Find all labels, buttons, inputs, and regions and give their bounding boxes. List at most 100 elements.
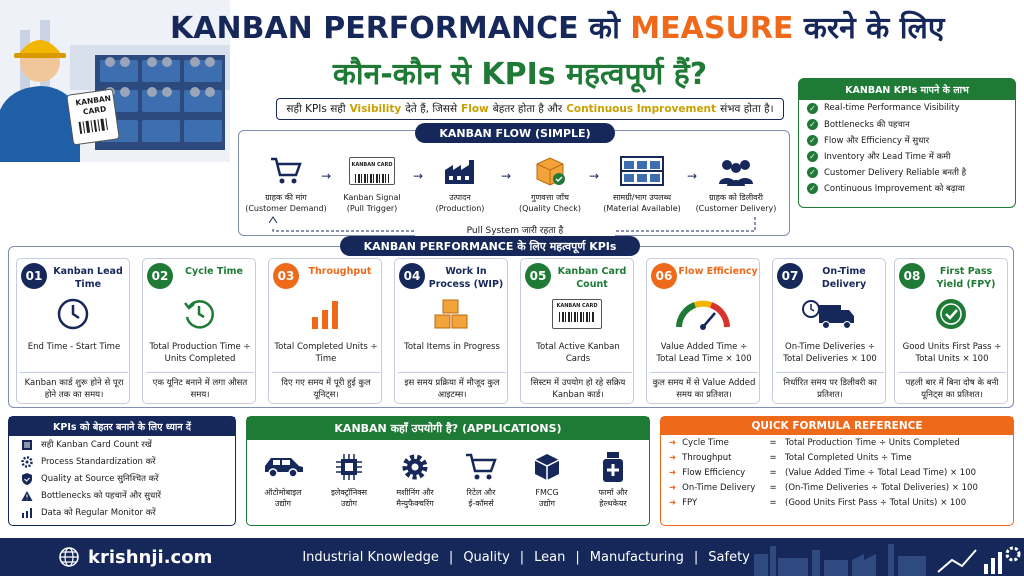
app-automobile: ऑटोमोबाइल उद्योग bbox=[251, 447, 315, 509]
app-retail: रिटेल और ई-कॉमर्स bbox=[449, 447, 513, 509]
benefits-panel: KANBAN KPIs मापने के लाभ ✓ Real-time Perf… bbox=[798, 78, 1016, 208]
formula-name: Throughput bbox=[682, 452, 732, 463]
kpi-card-card-count: 05 Kanban Card Count KANBAN CARD Total A… bbox=[520, 258, 634, 404]
arrow-icon: ➜ bbox=[669, 482, 677, 493]
kpi-number: 07 bbox=[777, 263, 803, 289]
flow-step-sublabel: (Quality Check) bbox=[519, 204, 581, 213]
title-part-b: को bbox=[589, 11, 620, 46]
flow-step-sublabel: (Production) bbox=[435, 204, 485, 213]
footer-link-lean[interactable]: Lean bbox=[534, 549, 566, 565]
formula-eq: = bbox=[769, 497, 777, 508]
applications-panel: KANBAN कहाँ उपयोगी है? (APPLICATIONS) ऑट… bbox=[246, 416, 650, 526]
delivery-truck-icon bbox=[802, 300, 854, 329]
footer-link-industrial[interactable]: Industrial Knowledge bbox=[302, 549, 439, 565]
flow-step-sublabel: (Material Available) bbox=[603, 204, 681, 213]
footer-link-manufacturing[interactable]: Manufacturing bbox=[589, 549, 684, 565]
app-sublabel: हेल्थकेयर bbox=[599, 499, 627, 508]
page-title-line2: कौन-कौन से KPIs महत्वपूर्ण हैं? bbox=[332, 57, 708, 92]
footer-link-quality[interactable]: Quality bbox=[463, 549, 510, 565]
kpi-formula: Total Active Kanban Cards bbox=[536, 342, 620, 364]
rack-icon bbox=[620, 156, 664, 186]
subtitle-p2: देते हैं, जिससे bbox=[405, 103, 458, 115]
subtitle-ci: Continuous Improvement bbox=[566, 103, 717, 115]
footer-site-link[interactable]: krishnji.com bbox=[88, 546, 213, 568]
app-label: इलेक्ट्रॉनिक्स bbox=[330, 488, 368, 497]
benefits-heading: KANBAN KPIs मापने के लाभ bbox=[799, 79, 1015, 100]
arrow-icon: ➜ bbox=[669, 437, 677, 448]
kpi-heading: KANBAN PERFORMANCE के लिए महत्वपूर्ण KPI… bbox=[340, 236, 640, 256]
app-sublabel: उद्योग bbox=[275, 499, 291, 508]
cycle-clock-icon bbox=[184, 300, 214, 329]
warning-icon bbox=[21, 490, 33, 501]
app-machining: मशीनिंग और मैन्युफैक्चरिंग bbox=[383, 447, 447, 509]
kpi-card-on-time-delivery: 07 On-Time Delivery On-Time Deliveries ÷… bbox=[772, 258, 886, 404]
app-sublabel: मैन्युफैक्चरिंग bbox=[396, 499, 434, 508]
benefit-label: Inventory और Lead Time में कमी bbox=[824, 151, 951, 162]
flow-step-customer-delivery: ग्राहक को डिलीवरी (Customer Delivery) bbox=[695, 153, 777, 214]
benefit-item: ✓ Flow और Efficiency में सुधार bbox=[799, 132, 1015, 148]
formula-name: Flow Efficiency bbox=[682, 467, 746, 478]
benefit-label: Real-time Performance Visibility bbox=[824, 103, 960, 113]
app-label: रिटेल और bbox=[466, 488, 496, 497]
kpi-number: 05 bbox=[525, 263, 551, 289]
title-part-d: करने के लिए bbox=[803, 11, 945, 46]
subtitle-bar: सही KPIs सही Visibility देते हैं, जिससे … bbox=[276, 98, 784, 120]
kpi-number: 03 bbox=[273, 263, 299, 289]
subtitle-visibility: Visibility bbox=[349, 103, 402, 115]
check-icon: ✓ bbox=[807, 182, 818, 194]
app-label: FMCG bbox=[535, 488, 559, 497]
flow-step-sublabel: (Customer Delivery) bbox=[695, 204, 777, 213]
stacked-boxes-icon bbox=[434, 299, 468, 329]
tip-label: Data को Regular Monitor करें bbox=[41, 508, 156, 518]
gear-icon bbox=[21, 455, 33, 468]
title-part-a: KANBAN PERFORMANCE bbox=[170, 11, 579, 46]
kpi-name: Kanban Card Count bbox=[557, 266, 627, 290]
flow-step-label: Kanban Signal bbox=[343, 193, 401, 202]
kpi-number: 04 bbox=[399, 263, 425, 289]
formula-heading: QUICK FORMULA REFERENCE bbox=[661, 417, 1013, 435]
kpi-name: Work In Process (WIP) bbox=[428, 266, 504, 290]
subtitle-flow: Flow bbox=[461, 103, 489, 115]
kpi-description: पहली बार में बिना दोष के बनी यूनिट्स का … bbox=[898, 372, 1006, 401]
industrial-skyline-icon bbox=[754, 544, 1021, 576]
footer-separator: | bbox=[693, 549, 699, 565]
formula-name: FPY bbox=[682, 497, 698, 508]
cart-icon bbox=[466, 453, 497, 480]
benefit-label: Flow और Efficiency में सुधार bbox=[824, 135, 930, 146]
flow-arrow: → bbox=[321, 169, 332, 183]
pull-system-label: Pull System जारी रहता है bbox=[415, 223, 615, 236]
kpi-formula: Value Added Time ÷ Total Lead Time × 100 bbox=[656, 342, 752, 364]
benefit-item: ✓ Customer Delivery Reliable बनती है bbox=[799, 164, 1015, 180]
kpi-name: Cycle Time bbox=[185, 266, 243, 277]
subtitle-p4: संभव होता है। bbox=[720, 103, 774, 115]
kpi-description: इस समय प्रक्रिया में मौजूद कुल आइटम्स। bbox=[398, 372, 506, 401]
flow-arrow: → bbox=[413, 169, 424, 183]
flow-heading: KANBAN FLOW (SIMPLE) bbox=[415, 123, 615, 143]
globe-icon bbox=[59, 547, 79, 567]
kpi-description: निर्धारित समय पर डिलीवरी का प्रतिशत। bbox=[776, 372, 884, 401]
footer-separator: | bbox=[448, 549, 454, 565]
benefit-item: ✓ Bottlenecks की पहचान bbox=[799, 116, 1015, 132]
flow-arrow: → bbox=[501, 169, 512, 183]
package-icon bbox=[534, 454, 560, 480]
tip-label: Process Standardization करें bbox=[41, 457, 156, 467]
kpi-formula: End Time - Start Time bbox=[27, 342, 121, 352]
benefit-label: Bottlenecks की पहचान bbox=[824, 119, 910, 130]
kpi-card-label: KANBAN CARD bbox=[556, 303, 598, 309]
kpi-card-first-pass-yield: 08 First Pass Yield (FPY) Good Units Fir… bbox=[894, 258, 1008, 404]
arrow-icon: ➜ bbox=[669, 452, 677, 463]
customers-icon bbox=[719, 160, 753, 186]
flow-step-sublabel: (Pull Trigger) bbox=[346, 204, 398, 213]
footer-link-safety[interactable]: Safety bbox=[708, 549, 750, 565]
flow-step-label: गुणवत्ता जाँच bbox=[531, 193, 569, 202]
quality-badge-icon bbox=[936, 299, 966, 329]
kpi-formula: Total Items in Progress bbox=[404, 342, 500, 352]
kpi-number: 06 bbox=[651, 263, 677, 289]
flow-card-label: KANBAN CARD bbox=[351, 162, 393, 168]
formula-row: ➜ Cycle Time = Total Production Time ÷ Unit… bbox=[661, 435, 1013, 450]
benefit-item: ✓ Continuous Improvement को बढ़ावा bbox=[799, 180, 1015, 196]
flow-step-quality-check: गुणवत्ता जाँच (Quality Check) bbox=[509, 153, 591, 214]
kanban-flow-panel: KANBAN FLOW (SIMPLE) ग्राहक की मांग (Cus… bbox=[238, 123, 790, 236]
app-pharma: फार्मा और हेल्थकेयर bbox=[581, 447, 645, 509]
bar-chart-icon bbox=[312, 301, 338, 329]
